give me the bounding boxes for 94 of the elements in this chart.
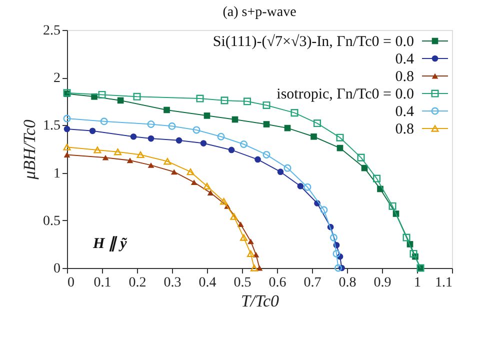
point [100,118,108,126]
point [200,140,207,146]
legend-label: 0.4 [395,52,414,68]
legend-label: 0.8 [395,122,414,138]
x-tick-label: 0.4 [198,276,216,290]
point [402,234,410,242]
annotation: H ∥ ỹ [92,236,128,252]
legend-label: Si(111)-(√7×√3)-In, Γn/Tc0 = 0.0 [212,34,414,50]
point [98,90,106,98]
point [63,144,71,150]
point [89,128,96,134]
point [204,112,210,119]
point [64,126,70,132]
point [164,158,172,165]
point [192,126,200,134]
x-tick-label: 0.5 [234,276,252,290]
legend-label: 0.8 [395,69,414,85]
y-tick-label: 1.5 [43,118,60,134]
point [228,146,235,154]
y-tick-label: 1 [54,166,60,182]
point [196,94,204,102]
point [230,213,238,220]
y-axis-title: μBH/Tc0 [20,119,39,180]
point [252,252,260,258]
point [148,135,154,142]
point [310,133,317,140]
x-tick-label: 0.3 [164,276,182,290]
point [217,132,225,140]
point [94,146,102,154]
x-tick-label: 0.8 [338,276,356,290]
point [254,156,261,163]
point [320,206,328,214]
x-tick-label: 0.2 [128,276,146,290]
point [263,121,270,128]
point [248,238,254,244]
x-tick-label: 0.1 [94,276,112,290]
point [243,98,252,106]
point [126,158,134,164]
point [136,151,144,158]
x-tick-label: 0.7 [304,276,322,290]
x-axis-title: T/Tc0 [240,292,280,310]
chart-title: (a) s+p-wave [222,5,296,20]
point [240,140,248,148]
point [277,168,284,176]
point [130,133,137,140]
point [220,198,228,205]
point [176,137,182,144]
point [186,168,194,176]
point [290,109,298,117]
x-tick-label: 0 [68,276,74,290]
x-tick-label: 1.1 [435,276,452,290]
point [332,250,340,258]
point [262,101,270,109]
point [147,120,155,128]
y-tick-label: 2.5 [43,24,60,38]
point [357,154,365,162]
point [203,182,211,190]
point [336,134,344,142]
y-tick-label: 0.5 [43,214,60,229]
point [388,202,396,210]
point [304,183,312,191]
x-tick-label: 0.6 [268,276,286,290]
point [220,96,228,104]
y-tick-label: 2 [54,71,60,86]
x-tick-label: 1 [414,276,421,290]
point [246,250,255,258]
point [250,264,258,272]
legend-label: 0.4 [395,104,414,120]
point [148,162,154,168]
y-tick-label: 0 [54,262,60,276]
point [170,169,178,175]
x-tick-label: 0.9 [374,276,392,290]
point [284,124,291,132]
legend-label: isotropic, Γn/Tc0 = 0.0 [276,86,414,102]
point [262,150,270,158]
point [297,182,304,190]
point [207,190,214,196]
point [164,106,170,114]
point [372,174,381,182]
point [64,152,70,158]
point [240,234,248,241]
point [330,234,338,242]
point [237,221,244,227]
point [190,180,198,186]
point [284,164,292,172]
point [117,97,124,104]
point [410,250,418,258]
point [133,92,141,100]
point [232,116,238,123]
point [114,148,122,156]
point [168,122,176,130]
point [102,154,109,160]
point [336,144,344,152]
point [313,120,322,128]
